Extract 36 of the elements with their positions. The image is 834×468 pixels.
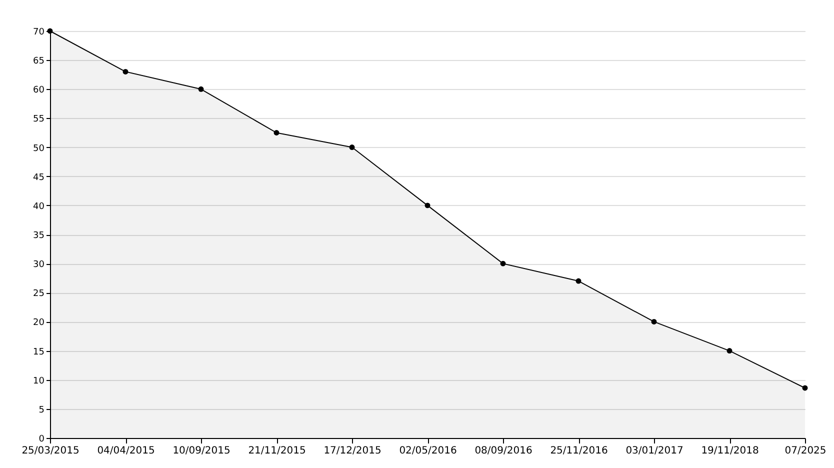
- x-tick-label: 10/09/2015: [172, 446, 230, 456]
- point: [802, 385, 808, 391]
- y-tick-label: 70: [33, 28, 45, 38]
- point: [274, 130, 280, 136]
- point: [651, 318, 657, 324]
- x-tick-label: 19/11/2018: [701, 446, 759, 456]
- x-tick-label: 17/12/2015: [324, 446, 382, 456]
- x-tick-label: 25/11/2016: [550, 446, 608, 456]
- x-tick-label: 02/05/2016: [399, 446, 457, 456]
- x-tick-label: 04/04/2015: [97, 446, 155, 456]
- point: [424, 202, 430, 208]
- y-tick-label: 20: [33, 318, 45, 328]
- point: [576, 278, 582, 284]
- x-tick-label: 07/2025: [784, 446, 826, 456]
- y-tick-label: 35: [33, 231, 44, 241]
- point: [349, 144, 355, 150]
- point: [122, 68, 128, 74]
- y-tick-label: 65: [33, 56, 44, 67]
- x-tick-label: 03/01/2017: [626, 446, 684, 456]
- x-tick-label: 08/09/2016: [474, 446, 532, 456]
- y-tick-label: 25: [33, 289, 44, 300]
- y-tick-label: 55: [33, 114, 44, 125]
- y-tick-label: 0: [38, 434, 45, 444]
- point: [726, 348, 732, 354]
- y-tick-label: 5: [38, 405, 44, 416]
- y-tick-label: 30: [33, 260, 45, 270]
- y-tick-label: 45: [33, 172, 44, 183]
- y-tick-label: 15: [33, 347, 44, 358]
- point: [198, 86, 204, 92]
- y-tick-label: 60: [33, 86, 45, 96]
- x-tick-label: 21/11/2015: [248, 446, 306, 456]
- x-tick-label: 25/03/2015: [22, 446, 80, 456]
- y-tick-label: 10: [33, 376, 45, 386]
- y-tick-label: 50: [33, 144, 45, 154]
- y-tick-label: 40: [33, 202, 45, 212]
- point: [500, 260, 506, 266]
